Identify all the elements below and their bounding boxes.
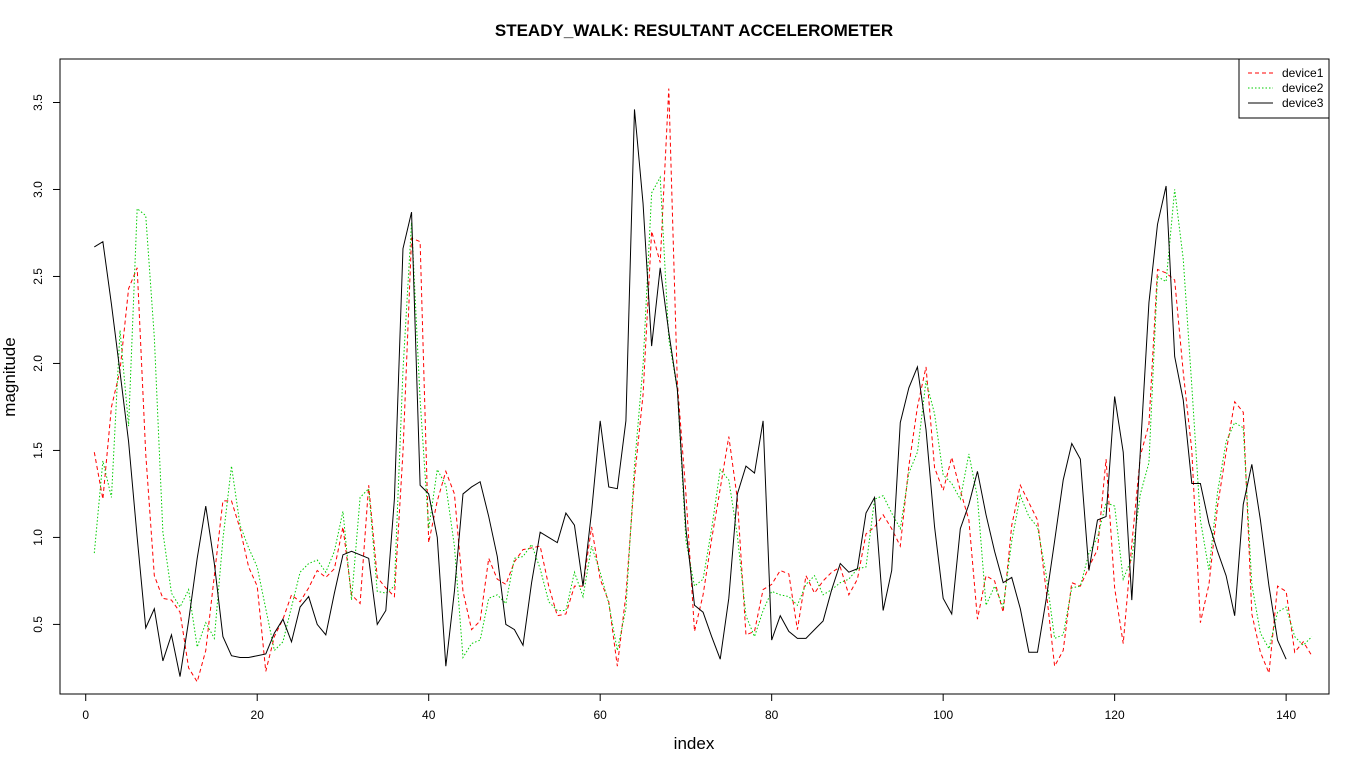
plot-frame bbox=[59, 58, 1330, 695]
legend-box bbox=[1238, 58, 1330, 119]
x-tick-label: 120 bbox=[1105, 708, 1125, 722]
y-axis-label: magnitude bbox=[0, 337, 19, 416]
x-tick-label: 0 bbox=[82, 708, 89, 722]
x-tick-label: 80 bbox=[765, 708, 779, 722]
series-line-device3 bbox=[94, 109, 1287, 677]
x-tick-label: 60 bbox=[594, 708, 608, 722]
series-line-device1 bbox=[93, 88, 1313, 684]
y-axis: 0.5 1.0 1.5 2.0 2.5 3.0 3.5 bbox=[31, 94, 61, 633]
y-tick-label: 0.5 bbox=[31, 616, 45, 633]
series-line-device2 bbox=[93, 175, 1313, 660]
y-tick-label: 2.0 bbox=[31, 355, 45, 372]
legend-label-device3: device3 bbox=[1282, 96, 1324, 110]
y-tick-label: 1.0 bbox=[31, 529, 45, 546]
legend-label-device1: device1 bbox=[1282, 66, 1324, 80]
legend-label-device2: device2 bbox=[1282, 81, 1324, 95]
x-tick-label: 100 bbox=[933, 708, 953, 722]
chart-title: STEADY_WALK: RESULTANT ACCELEROMETER bbox=[495, 21, 893, 40]
x-tick-label: 40 bbox=[422, 708, 436, 722]
y-tick-label: 3.0 bbox=[31, 181, 45, 198]
x-tick-label: 20 bbox=[251, 708, 265, 722]
x-axis-label: index bbox=[674, 734, 715, 753]
y-tick-label: 1.5 bbox=[31, 442, 45, 459]
x-axis: 0 20 40 60 80 100 120 140 bbox=[82, 693, 1296, 722]
series-layer bbox=[93, 88, 1313, 684]
y-tick-label: 2.5 bbox=[31, 268, 45, 285]
x-tick-label: 140 bbox=[1276, 708, 1296, 722]
y-tick-label: 3.5 bbox=[31, 94, 45, 111]
